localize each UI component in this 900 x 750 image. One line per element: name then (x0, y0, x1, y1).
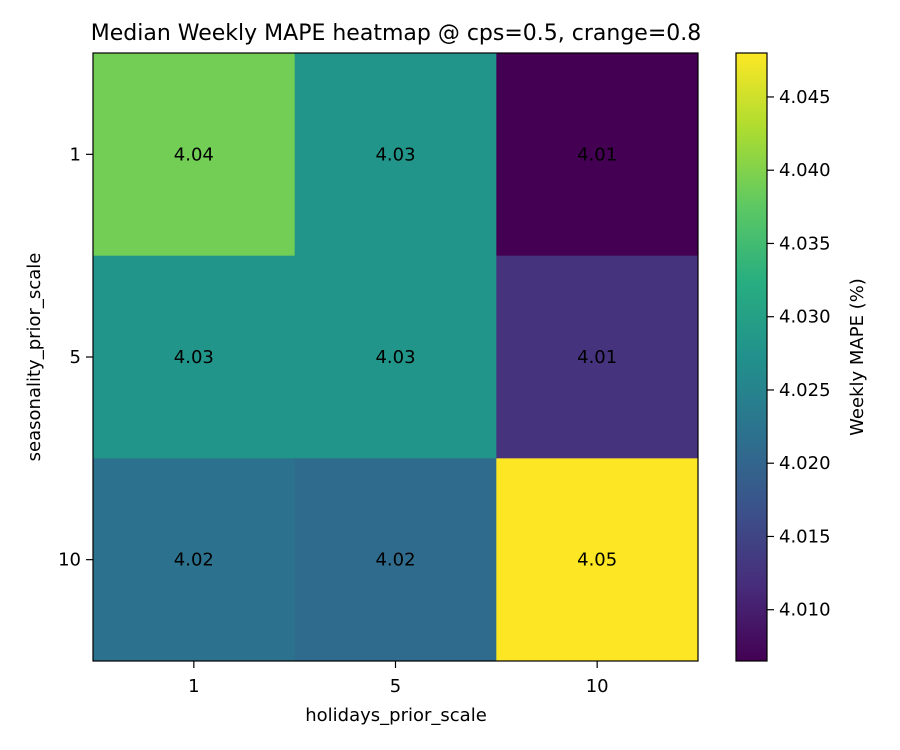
heatmap-cell (294, 255, 497, 459)
x-tick-label: 5 (390, 676, 401, 697)
colorbar-tick-label: 4.040 (779, 160, 831, 181)
colorbar-label: Weekly MAPE (%) (847, 278, 868, 436)
y-tick-label: 1 (70, 144, 81, 165)
cell-value-label: 4.01 (577, 347, 617, 368)
x-tick-label: 10 (586, 676, 609, 697)
cell-value-label: 4.02 (174, 550, 214, 571)
x-axis-label: holidays_prior_scale (305, 705, 487, 726)
heatmap-cell (93, 255, 296, 459)
cell-value-label: 4.02 (375, 550, 415, 571)
heatmap-cell (294, 53, 497, 257)
heatmap-cell (496, 53, 699, 257)
colorbar-tick-label: 4.020 (779, 453, 831, 474)
colorbar-tick-label: 4.010 (779, 600, 831, 621)
heatmap-cells (93, 53, 699, 662)
y-tick-label: 10 (58, 550, 81, 571)
heatmap-cell (496, 255, 699, 459)
heatmap-cell (294, 458, 497, 662)
x-tick-label: 1 (188, 676, 199, 697)
cell-value-label: 4.05 (577, 550, 617, 571)
heatmap-cell (93, 53, 296, 257)
cell-value-label: 4.01 (577, 144, 617, 165)
colorbar-tick-label: 4.035 (779, 233, 831, 254)
chart-title: Median Weekly MAPE heatmap @ cps=0.5, cr… (91, 21, 701, 46)
cell-value-label: 4.03 (375, 347, 415, 368)
cell-value-label: 4.04 (174, 144, 214, 165)
x-axis-ticks: 1 5 10 (188, 661, 609, 697)
cell-value-label: 4.03 (174, 347, 214, 368)
heatmap-cell (496, 458, 699, 662)
colorbar-tick-label: 4.025 (779, 380, 831, 401)
colorbar-tick-label: 4.045 (779, 87, 831, 108)
heatmap-cell (93, 458, 296, 662)
y-tick-label: 5 (70, 347, 81, 368)
cell-value-label: 4.03 (375, 144, 415, 165)
heatmap-cell-labels: 4.04 4.03 4.01 4.03 4.03 4.01 4.02 4.02 4.05 (174, 144, 617, 570)
colorbar-tick-label: 4.015 (779, 526, 831, 547)
colorbar-tick-label: 4.030 (779, 307, 831, 328)
y-axis-label: seasonality_prior_scale (24, 253, 45, 462)
colorbar (735, 52, 768, 662)
colorbar-ticks: 4.010 4.015 4.020 4.025 4.030 4.035 4.040 4.045 (767, 87, 831, 621)
